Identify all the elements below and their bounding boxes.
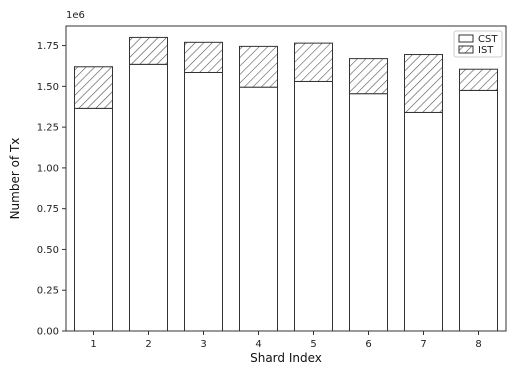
x-axis-title: Shard Index — [250, 351, 322, 365]
bar-cst-3 — [184, 71, 223, 332]
bar-ist-1 — [74, 66, 113, 109]
bars-group — [74, 36, 498, 332]
bar-ist-8 — [459, 68, 498, 91]
legend-label-ist: IST — [478, 45, 494, 56]
y-tick-label: 1.75 — [37, 41, 59, 52]
y-tick-label: 0.75 — [37, 204, 59, 215]
x-tick-label: 1 — [90, 339, 96, 350]
y-axis-title: Number of Tx — [8, 138, 22, 220]
y-tick-label: 0.25 — [37, 286, 59, 297]
x-tick-label: 6 — [365, 339, 371, 350]
x-tick-label: 4 — [255, 339, 261, 350]
y-tick-label: 0.50 — [37, 245, 59, 256]
bar-ist-3 — [184, 41, 223, 73]
bar-cst-7 — [404, 111, 443, 332]
y-tick-label: 1.25 — [37, 123, 59, 134]
legend-label-cst: CST — [478, 34, 498, 45]
x-tick-label: 5 — [310, 339, 316, 350]
bar-cst-8 — [459, 89, 498, 332]
bar-ist-2 — [129, 36, 168, 65]
y-tick-label: 1.00 — [37, 163, 59, 174]
bar-cst-6 — [349, 93, 388, 332]
bar-ist-5 — [294, 42, 333, 82]
x-tick-label: 2 — [145, 339, 151, 350]
legend-swatch-cst — [458, 34, 474, 43]
bar-cst-2 — [129, 63, 168, 332]
legend-swatch-ist — [458, 45, 474, 54]
x-tick-label: 3 — [200, 339, 206, 350]
bar-cst-4 — [239, 86, 278, 332]
x-tick-label: 8 — [475, 339, 481, 350]
x-tick-label: 7 — [420, 339, 426, 350]
bar-cst-1 — [74, 107, 113, 332]
y-tick-label: 1.50 — [37, 82, 59, 93]
bar-ist-6 — [349, 58, 388, 95]
bar-ist-7 — [404, 54, 443, 113]
y-scale-label: 1e6 — [66, 10, 85, 21]
y-tick-label: 0.00 — [37, 327, 59, 338]
plot-frame — [65, 25, 507, 332]
x-axis: 1 2 3 4 5 6 7 8 — [90, 331, 482, 350]
y-axis: 0.00 0.25 0.50 0.75 1.00 1.25 1.50 1.75 — [37, 41, 66, 338]
bar-cst-5 — [294, 80, 333, 332]
bar-ist-4 — [239, 45, 278, 88]
